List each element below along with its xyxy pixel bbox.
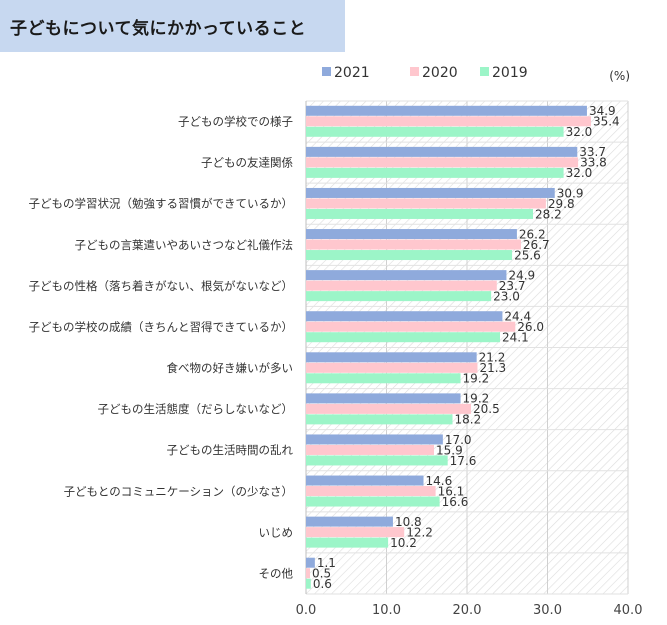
bar-2021 xyxy=(306,393,461,404)
data-label: 24.4 xyxy=(504,310,531,324)
bar-2020 xyxy=(306,321,516,332)
bar-2021 xyxy=(306,516,393,527)
data-label: 24.9 xyxy=(508,268,535,282)
legend-swatch-2021 xyxy=(322,67,331,76)
data-label: 26.2 xyxy=(519,227,546,241)
data-label: 32.0 xyxy=(566,166,593,180)
bar-2020 xyxy=(306,198,546,209)
bar-2020 xyxy=(306,403,472,414)
data-label: 33.8 xyxy=(580,156,607,170)
data-label: 35.4 xyxy=(593,115,620,129)
bar-2021 xyxy=(306,475,424,486)
bar-2019 xyxy=(306,455,448,466)
bar-2020 xyxy=(306,527,405,538)
bar-2019 xyxy=(306,167,564,178)
data-label: 21.3 xyxy=(479,361,506,375)
data-label: 30.9 xyxy=(557,186,584,200)
data-label: 19.2 xyxy=(463,372,490,386)
category-label: 子どもとのコミュニケーション（の少なさ） xyxy=(64,484,293,498)
data-label: 14.6 xyxy=(426,474,453,488)
bar-2019 xyxy=(306,208,534,219)
x-tick-label: 20.0 xyxy=(453,603,482,618)
data-label: 16.6 xyxy=(442,495,469,509)
category-label: いじめ xyxy=(259,525,294,539)
data-label: 25.6 xyxy=(514,248,541,262)
data-label: 23.0 xyxy=(493,289,520,303)
data-label: 24.1 xyxy=(502,331,529,345)
data-label: 0.5 xyxy=(312,567,331,581)
bar-2019 xyxy=(306,496,440,507)
data-label: 16.1 xyxy=(438,484,465,498)
data-label: 17.6 xyxy=(450,454,477,468)
category-label: 子どもの言葉遣いやあいさつなど礼儀作法 xyxy=(75,238,294,252)
bar-2019 xyxy=(306,250,513,261)
data-label: 20.5 xyxy=(473,402,500,416)
data-label: 23.7 xyxy=(499,279,526,293)
bar-2020 xyxy=(306,116,591,127)
bar-2019 xyxy=(306,332,501,343)
unit-label: (%) xyxy=(609,69,630,83)
data-label: 21.2 xyxy=(479,351,506,365)
bar-2021 xyxy=(306,229,517,240)
bar-2021 xyxy=(306,187,555,198)
bar-2019 xyxy=(306,291,492,302)
bar-2021 xyxy=(306,146,578,157)
bar-2020 xyxy=(306,239,521,250)
bar-2020 xyxy=(306,568,311,579)
x-tick-label: 40.0 xyxy=(614,603,643,618)
bar-2020 xyxy=(306,444,434,455)
x-tick-label: 10.0 xyxy=(372,603,401,618)
bar-2020 xyxy=(306,280,497,291)
legend-label: 2019 xyxy=(492,65,528,81)
data-label: 34.9 xyxy=(589,104,616,118)
legend-label: 2021 xyxy=(334,65,370,81)
category-label: 食べ物の好き嫌いが多い xyxy=(167,361,294,375)
bar-2019 xyxy=(306,373,461,384)
category-label: 子どもの性格（落ち着きがない、根気がないなど） xyxy=(29,279,294,293)
bar-2021 xyxy=(306,557,315,568)
data-label: 33.7 xyxy=(579,145,606,159)
bar-2021 xyxy=(306,352,477,363)
data-label: 32.0 xyxy=(566,125,593,139)
bar-2021 xyxy=(306,105,587,116)
x-tick-label: 30.0 xyxy=(533,603,562,618)
category-label: 子どもの友達関係 xyxy=(201,156,293,170)
data-label: 1.1 xyxy=(317,556,336,570)
x-tick-label: 0.0 xyxy=(296,603,317,618)
chart-title: 子どもについて気にかかっていること xyxy=(10,18,307,39)
bar-2020 xyxy=(306,486,436,497)
data-label: 29.8 xyxy=(548,197,575,211)
category-label: 子どもの生活態度（だらしないなど） xyxy=(98,402,294,416)
data-label: 12.2 xyxy=(406,525,433,539)
category-label: 子どもの学校の成績（きちんと習得できているか） xyxy=(29,320,294,334)
bar-2019 xyxy=(306,578,311,589)
legend-swatch-2020 xyxy=(410,67,419,76)
data-label: 15.9 xyxy=(436,443,463,457)
bar-2020 xyxy=(306,362,478,373)
category-label: 子どもの生活時間の乱れ xyxy=(167,443,294,457)
bar-2019 xyxy=(306,537,389,548)
category-label: その他 xyxy=(259,566,294,580)
data-label: 26.0 xyxy=(517,320,544,334)
legend-swatch-2019 xyxy=(480,67,489,76)
bar-2021 xyxy=(306,311,503,322)
bar-2019 xyxy=(306,126,564,137)
title-banner: 子どもについて気にかかっていること xyxy=(0,0,345,52)
bar-2021 xyxy=(306,434,443,445)
legend-label: 2020 xyxy=(422,65,458,81)
data-label: 26.7 xyxy=(523,238,550,252)
data-label: 19.2 xyxy=(463,392,490,406)
category-label: 子どもの学習状況（勉強する習慣ができているか） xyxy=(29,197,294,211)
bar-2019 xyxy=(306,414,453,425)
data-label: 18.2 xyxy=(455,413,482,427)
bar-2021 xyxy=(306,270,507,281)
data-label: 10.8 xyxy=(395,515,422,529)
data-label: 0.6 xyxy=(313,577,332,591)
category-label: 子どもの学校での様子 xyxy=(178,115,293,129)
bar-2020 xyxy=(306,157,579,168)
data-label: 17.0 xyxy=(445,433,472,447)
data-label: 28.2 xyxy=(535,207,562,221)
data-label: 10.2 xyxy=(390,536,417,550)
